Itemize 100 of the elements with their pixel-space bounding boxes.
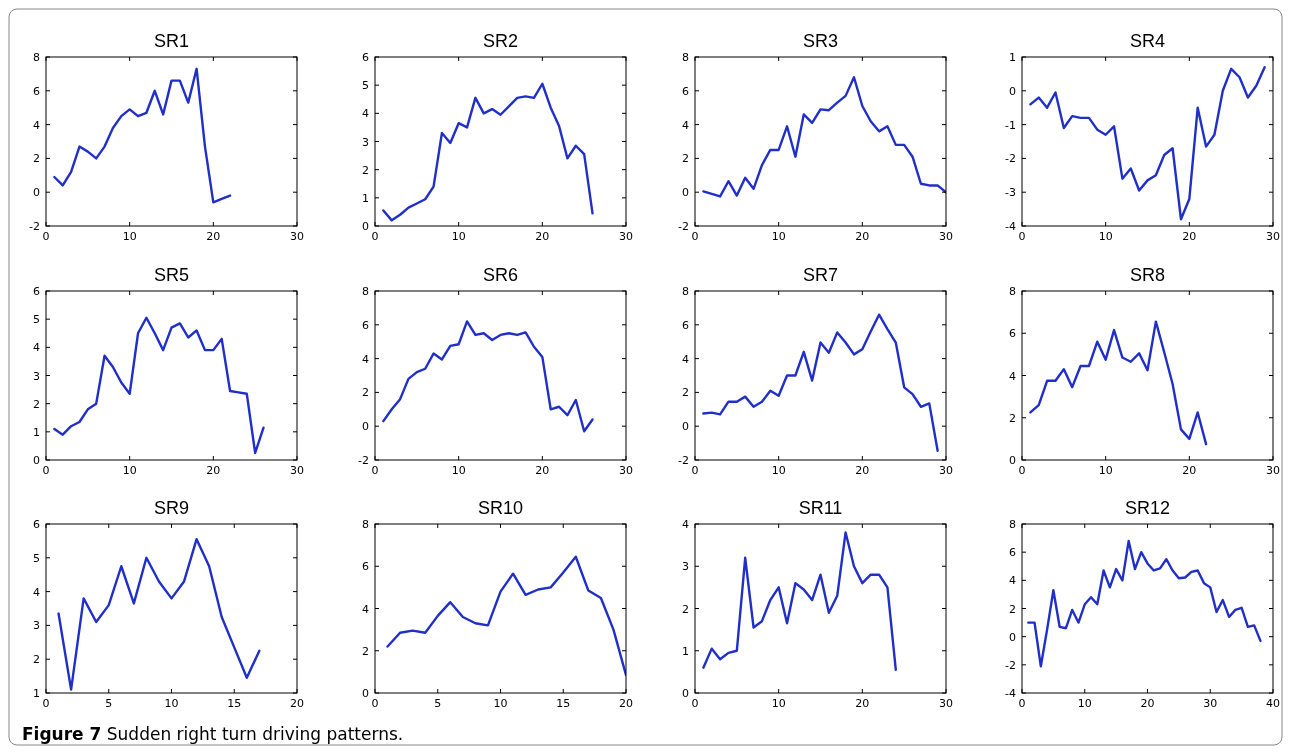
y-tick-label: 2: [682, 602, 689, 616]
y-tick-label: 8: [1009, 285, 1016, 298]
y-tick-label: 2: [362, 386, 369, 400]
x-tick-label: 10: [164, 697, 179, 710]
x-tick-label: 0: [1018, 697, 1026, 710]
x-tick-label: 40: [1266, 697, 1280, 710]
x-tick-label: 20: [535, 464, 550, 477]
y-tick-label: 4: [682, 518, 689, 531]
chart-title: SR7: [802, 265, 839, 285]
y-tick-label: -2: [678, 220, 689, 233]
x-tick-label: 20: [290, 697, 304, 710]
chart-title: SR9: [153, 498, 190, 518]
y-tick-label: 6: [1009, 546, 1016, 560]
y-tick-label: 0: [682, 186, 689, 200]
chart-title: SR2: [482, 31, 519, 51]
x-tick-label: 20: [1182, 464, 1197, 477]
x-tick-label: 10: [451, 464, 466, 477]
y-tick-label: 0: [1009, 84, 1016, 98]
y-tick-label: 4: [33, 341, 40, 355]
line-series: [1029, 320, 1208, 446]
line-series: [382, 320, 594, 433]
x-tick-label: 10: [771, 464, 786, 477]
x-tick-label: 30: [1203, 697, 1218, 710]
y-tick-label: 8: [33, 51, 40, 64]
y-tick-label: -2: [1005, 152, 1016, 166]
y-tick-label: 2: [682, 386, 689, 400]
x-tick-label: 0: [691, 697, 699, 710]
x-tick-label: 5: [434, 697, 442, 710]
y-tick-label: -3: [1005, 186, 1016, 200]
chart-title: SR1: [153, 31, 190, 51]
line-series: [702, 531, 897, 671]
y-tick-label: 2: [362, 644, 369, 658]
x-tick-label: 30: [619, 230, 633, 243]
y-tick-label: 6: [362, 51, 369, 64]
x-tick-label: 10: [1077, 697, 1092, 710]
y-tick-label: 3: [33, 369, 40, 383]
x-tick-label: 0: [691, 464, 699, 477]
y-tick-label: 4: [362, 107, 369, 121]
y-tick-label: 1: [362, 191, 369, 205]
y-tick-label: 1: [1009, 51, 1016, 64]
line-series: [382, 82, 594, 222]
y-tick-label: 6: [682, 84, 689, 98]
y-tick-label: 3: [33, 619, 40, 633]
y-tick-label: 8: [682, 51, 689, 64]
y-tick-label: 0: [1009, 454, 1016, 467]
y-tick-label: 8: [362, 285, 369, 298]
x-tick-label: 0: [691, 230, 699, 243]
y-tick-label: 0: [682, 687, 689, 700]
y-tick-label: 4: [362, 352, 369, 366]
chart-title: SR11: [798, 498, 843, 518]
line-series: [702, 76, 946, 198]
caption: Figure 7 Sudden right turn driving patterns.: [22, 724, 404, 744]
x-tick-label: 20: [535, 230, 550, 243]
x-tick-label: 10: [122, 464, 137, 477]
y-tick-label: 3: [682, 560, 689, 574]
y-tick-label: -4: [1005, 220, 1016, 233]
x-tick-label: 30: [939, 464, 953, 477]
line-series: [1029, 65, 1266, 221]
y-tick-label: 6: [33, 84, 40, 98]
y-tick-label: 4: [362, 602, 369, 616]
y-tick-label: 8: [1009, 518, 1016, 531]
x-tick-label: 15: [227, 697, 242, 710]
x-tick-label: 20: [619, 697, 633, 710]
y-tick-label: -2: [358, 454, 369, 467]
y-tick-label: 5: [362, 79, 369, 93]
x-tick-label: 10: [1098, 230, 1113, 243]
x-tick-label: 0: [1018, 464, 1026, 477]
y-tick-label: 6: [33, 285, 40, 298]
x-tick-label: 5: [105, 697, 113, 710]
y-tick-label: 4: [33, 585, 40, 599]
y-tick-label: 2: [1009, 411, 1016, 425]
x-tick-label: 30: [619, 464, 633, 477]
x-tick-label: 20: [855, 464, 870, 477]
y-tick-label: 5: [33, 551, 40, 565]
chart-title: SR3: [802, 31, 839, 51]
x-tick-label: 10: [1098, 464, 1113, 477]
y-tick-label: 6: [33, 518, 40, 531]
x-tick-label: 0: [1018, 230, 1026, 243]
y-tick-label: 4: [33, 118, 40, 132]
x-tick-label: 20: [206, 464, 221, 477]
y-tick-label: 6: [362, 560, 369, 574]
y-tick-label: -4: [1005, 687, 1016, 700]
chart-title: SR4: [1129, 31, 1166, 51]
y-tick-label: 8: [682, 285, 689, 298]
x-tick-label: 0: [371, 230, 379, 243]
y-tick-label: 0: [1009, 630, 1016, 644]
y-tick-label: -2: [29, 220, 40, 233]
x-tick-label: 30: [290, 464, 304, 477]
y-tick-label: 6: [682, 318, 689, 332]
x-tick-label: 30: [1266, 230, 1280, 243]
chart-title: SR12: [1124, 498, 1171, 518]
line-series: [1027, 539, 1262, 668]
y-tick-label: -1: [1005, 118, 1016, 132]
y-tick-label: 2: [362, 163, 369, 177]
x-tick-label: 20: [1182, 230, 1197, 243]
y-tick-label: 4: [682, 352, 689, 366]
x-tick-label: 0: [42, 697, 50, 710]
y-tick-label: 4: [1009, 574, 1016, 588]
y-tick-label: 0: [682, 420, 689, 434]
y-tick-label: -2: [678, 454, 689, 467]
